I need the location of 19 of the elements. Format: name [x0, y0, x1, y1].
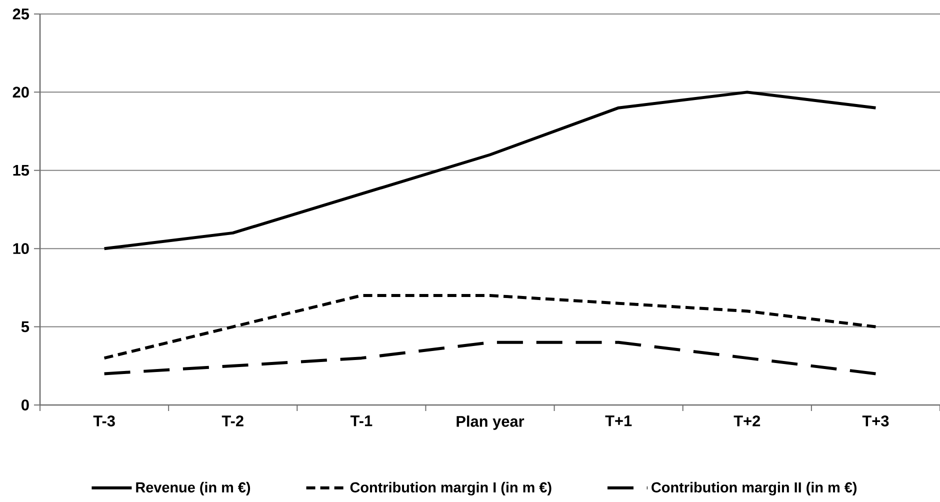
x-tick-label: T+1	[605, 416, 632, 426]
line-series	[102, 90, 878, 250]
legend-label: Contribution margin I (in m €)	[350, 482, 552, 496]
y-tick-label: 15	[13, 165, 30, 176]
y-tick-label: 0	[22, 400, 29, 410]
x-tick-label: T+3	[862, 416, 889, 426]
x-tick-label: T-2	[222, 416, 244, 426]
x-tick-label: T+2	[734, 416, 760, 426]
x-tick-label: T-3	[93, 416, 115, 426]
x-tick-label: T-1	[350, 416, 372, 426]
legend-label: Revenue (in m €)	[136, 482, 250, 496]
legend-label: Contribution margin II (in m €)	[652, 482, 857, 496]
y-tick-label: 5	[21, 321, 30, 332]
y-tick-label: 25	[12, 8, 30, 20]
line-series	[102, 340, 878, 376]
line-series	[102, 294, 878, 360]
x-tick-label: Plan year	[456, 416, 524, 430]
y-tick-label: 20	[12, 86, 29, 98]
y-tick-label: 10	[13, 243, 29, 254]
